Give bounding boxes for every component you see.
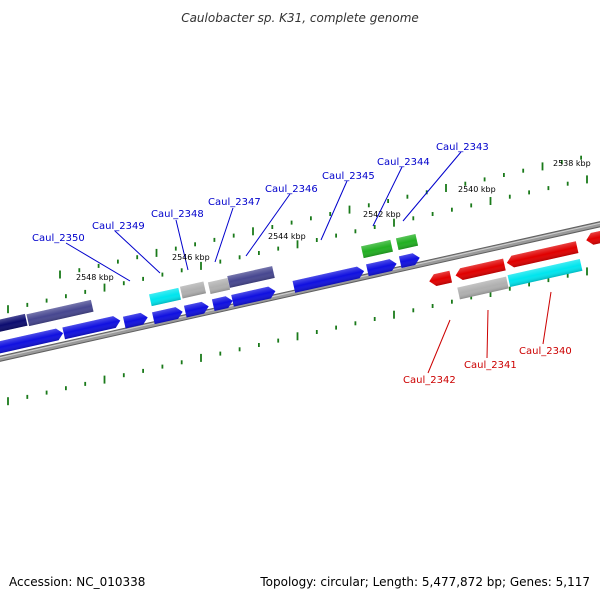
gene-feature[interactable] (0, 313, 28, 341)
gene-label[interactable]: Caul_2343 (436, 142, 489, 153)
gene-label[interactable]: Caul_2348 (151, 209, 204, 220)
gene-feature[interactable] (231, 285, 277, 307)
gene-feature[interactable] (26, 299, 94, 327)
gene-feature[interactable] (207, 277, 231, 295)
gene-shading (122, 312, 148, 329)
gene-label[interactable]: Caul_2350 (32, 233, 85, 244)
gene-feature[interactable] (507, 259, 583, 287)
gene-shading (586, 229, 600, 245)
accession-text: Accession: NC_010338 (9, 575, 145, 589)
gene-shading (179, 281, 207, 299)
genome-title: Caulobacter sp. K31, complete genome (181, 11, 419, 25)
scale-label: 2546 kbp (172, 253, 210, 262)
gene-shading (0, 328, 64, 355)
gene-feature[interactable] (0, 327, 64, 355)
gene-feature[interactable] (361, 239, 393, 259)
gene-feature[interactable] (398, 252, 421, 269)
gene-feature[interactable] (395, 233, 419, 251)
gene-label[interactable]: Caul_2347 (208, 197, 261, 208)
gene-shading (506, 241, 579, 268)
gene-shading (457, 276, 509, 300)
gene-feature[interactable] (183, 301, 210, 318)
gene-shading (455, 258, 506, 281)
gene-feature[interactable] (62, 315, 121, 340)
scale-ticks (7, 155, 588, 406)
gene-feature[interactable] (149, 287, 181, 307)
gene-shading (62, 316, 121, 340)
gene-label[interactable]: Caul_2342 (403, 375, 456, 386)
gene-label[interactable]: Caul_2344 (377, 157, 430, 168)
gene-shading (429, 270, 453, 286)
gene-feature[interactable] (506, 241, 579, 268)
gene-shading (361, 239, 393, 259)
gene-shading (149, 287, 181, 307)
genome-map: 2548 kbp 2546 kbp 2544 kbp 2542 kbp 2540… (0, 142, 600, 406)
scale-label: 2542 kbp (363, 210, 401, 219)
gene-features (0, 229, 600, 355)
gene-label[interactable]: Caul_2341 (464, 360, 517, 371)
gene-shading (227, 266, 275, 288)
gene-feature[interactable] (152, 306, 184, 325)
scale-labels: 2548 kbp 2546 kbp 2544 kbp 2542 kbp 2540… (76, 159, 591, 282)
gene-label[interactable]: Caul_2340 (519, 346, 572, 357)
gene-label[interactable]: Caul_2346 (265, 184, 318, 195)
gene-feature[interactable] (457, 276, 509, 300)
gene-shading (395, 233, 419, 251)
gene-label[interactable]: Caul_2349 (92, 221, 145, 232)
gene-feature[interactable] (292, 265, 366, 293)
gene-shading (26, 299, 94, 327)
gene-feature[interactable] (366, 258, 398, 277)
topology-text: Topology: circular; Length: 5,477,872 bp… (259, 575, 590, 589)
gene-feature[interactable] (454, 258, 506, 282)
gene-feature[interactable] (585, 229, 600, 246)
scale-label: 2538 kbp (553, 159, 591, 168)
gene-shading (211, 296, 233, 312)
gene-shading (0, 313, 28, 341)
scale-label: 2548 kbp (76, 273, 114, 282)
gene-feature[interactable] (179, 281, 207, 299)
gene-feature[interactable] (227, 266, 275, 288)
gene-shading (366, 259, 397, 277)
gene-shading (398, 253, 420, 269)
gene-labels: Caul_2350 Caul_2349 Caul_2348 Caul_2347 … (32, 142, 572, 386)
scale-label: 2544 kbp (268, 232, 306, 241)
gene-feature[interactable] (428, 270, 453, 288)
gene-shading (207, 277, 231, 295)
scale-label: 2540 kbp (458, 185, 496, 194)
gene-label[interactable]: Caul_2345 (322, 171, 375, 182)
gene-feature[interactable] (122, 312, 149, 329)
gene-shading (292, 266, 365, 293)
gene-shading (152, 307, 183, 325)
label-leader-lines (65, 151, 552, 374)
gene-feature[interactable] (211, 295, 234, 312)
gene-shading (231, 286, 276, 307)
gene-shading (183, 301, 209, 318)
gene-shading (507, 259, 583, 287)
